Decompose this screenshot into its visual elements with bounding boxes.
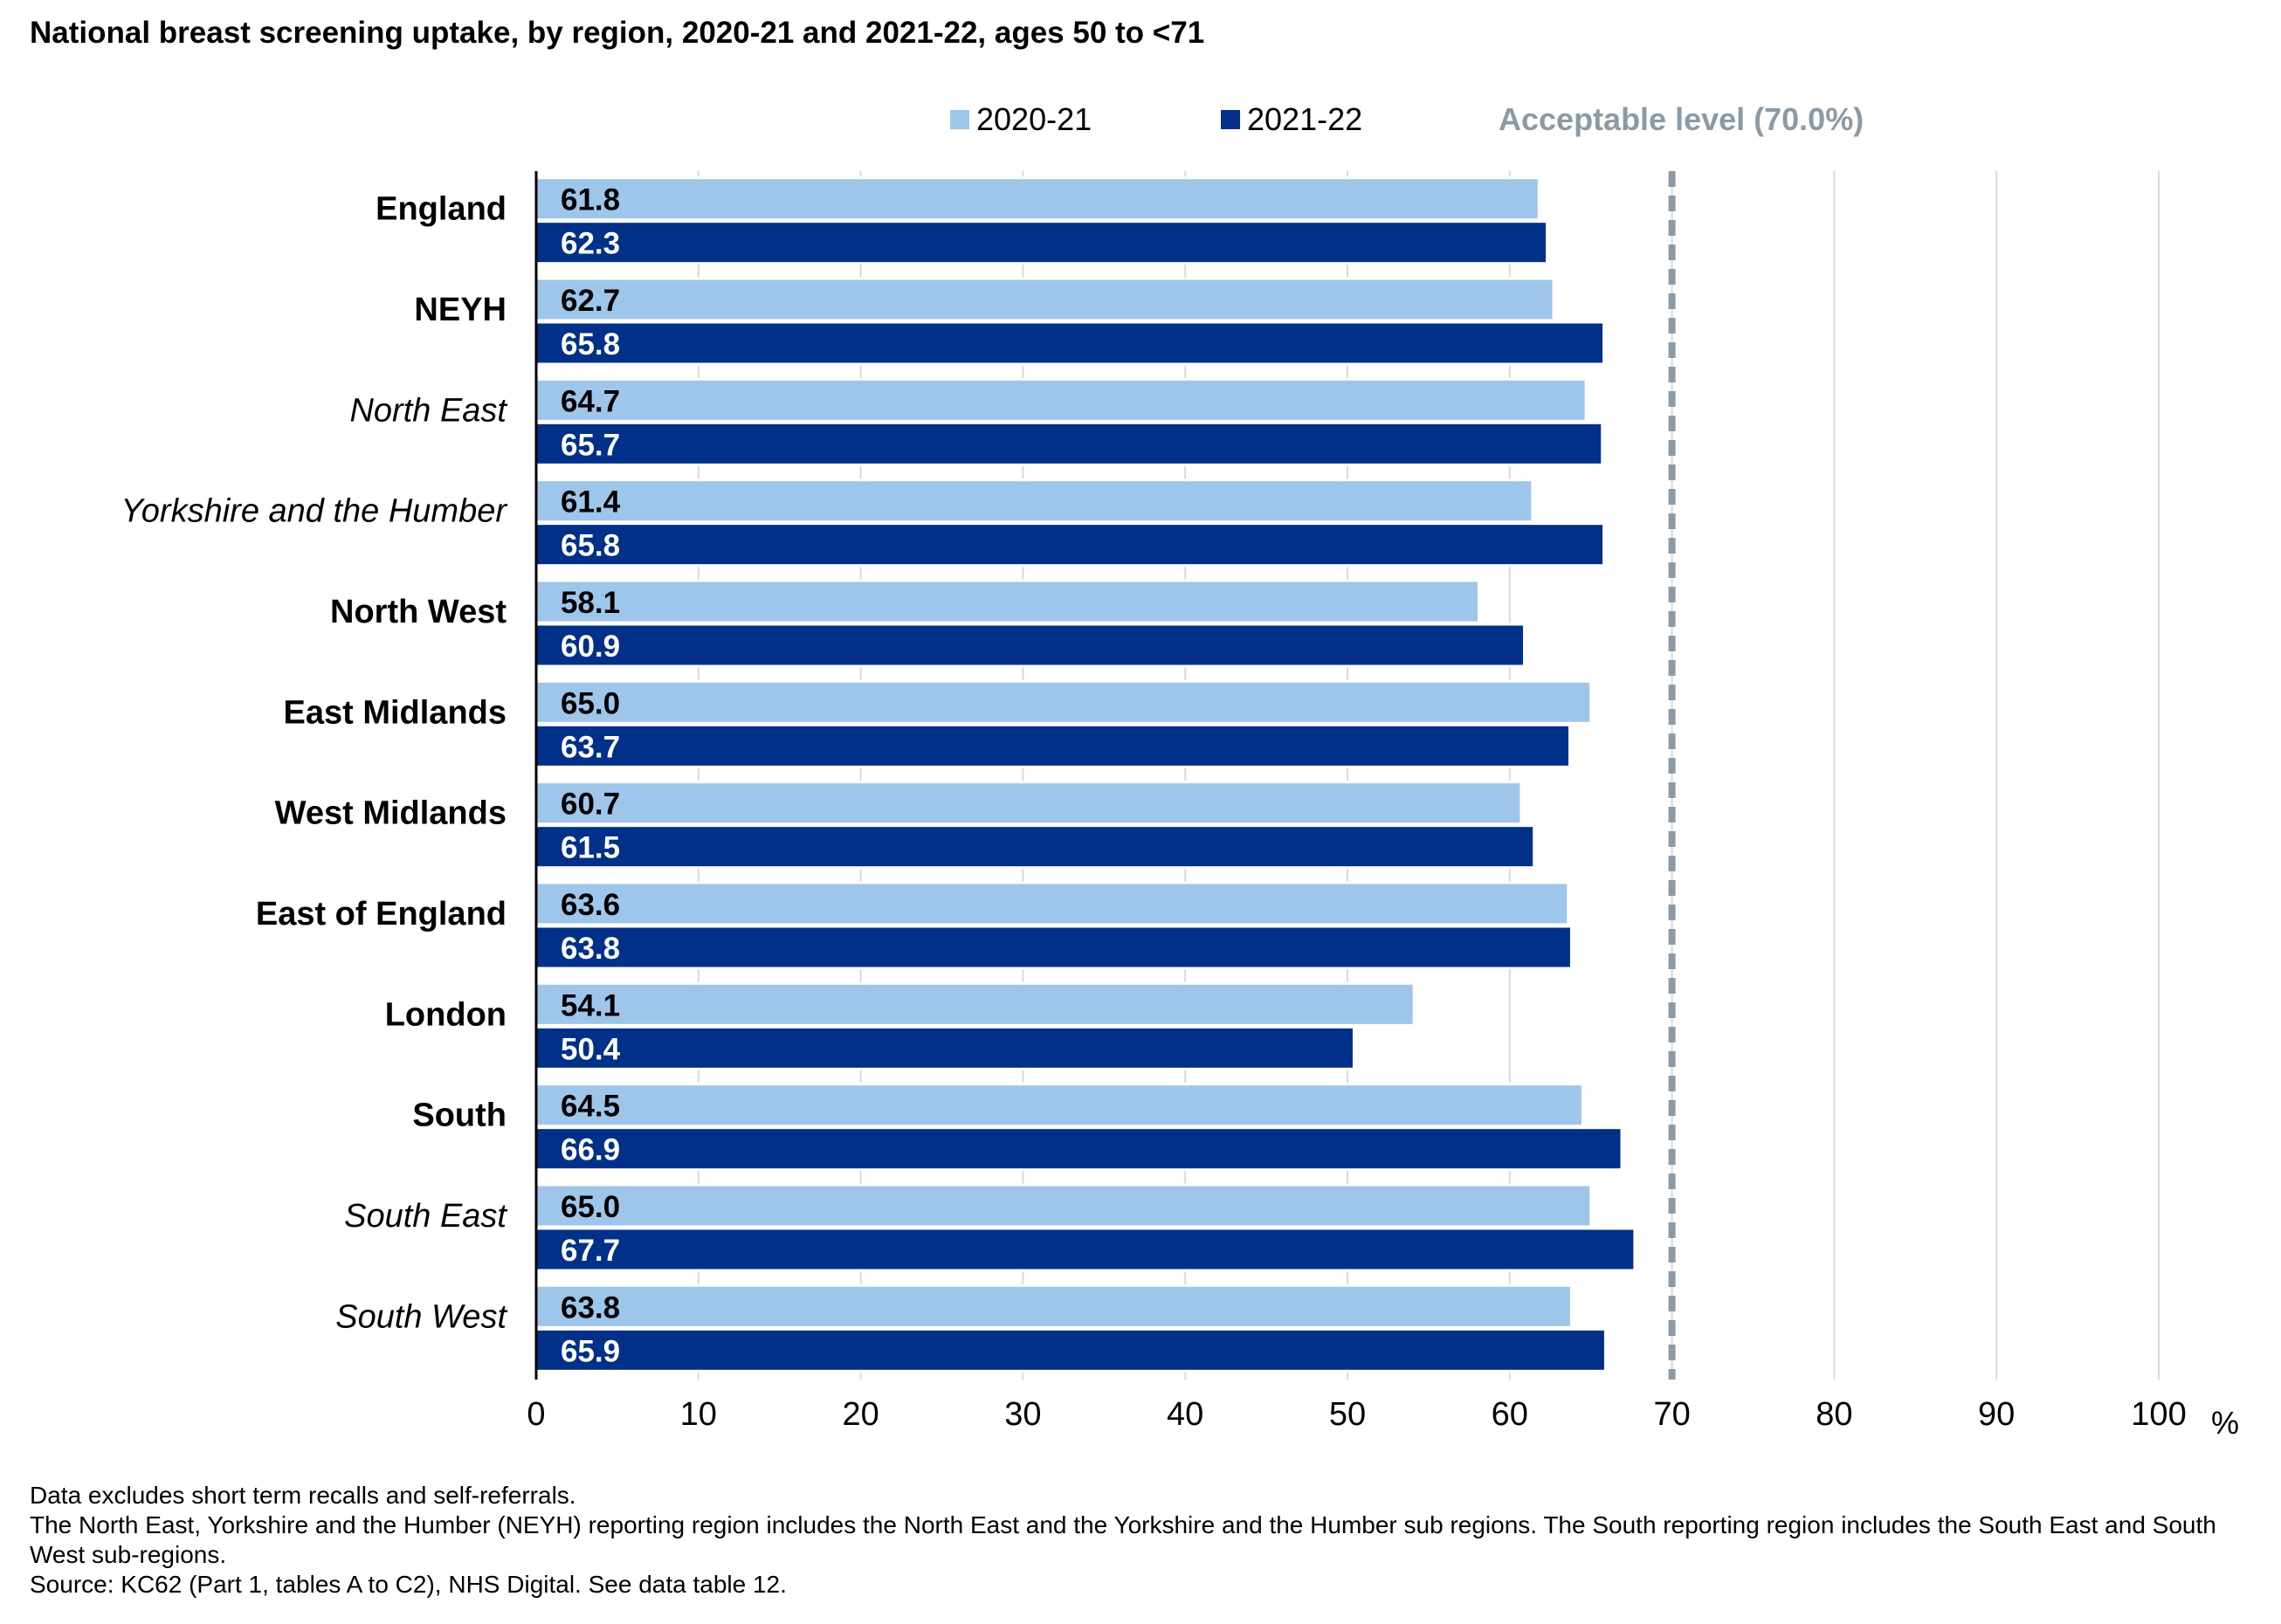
- bar-data-label: 61.5: [561, 831, 620, 865]
- legend-item-2020-21: 2020-21: [950, 101, 1092, 138]
- category-label: West Midlands: [275, 795, 507, 832]
- chart-title: National breast screening uptake, by reg…: [30, 16, 1205, 50]
- bar: [534, 320, 1606, 366]
- bar: [534, 377, 1588, 423]
- bar: [534, 1327, 1607, 1373]
- bar-data-label: 63.6: [561, 888, 620, 922]
- bar-data-label: 50.4: [561, 1032, 621, 1066]
- bar-data-label: 65.0: [561, 1190, 620, 1224]
- bar-data-label: 64.5: [561, 1090, 620, 1124]
- bar: [534, 478, 1534, 524]
- bar-data-label: 65.0: [561, 686, 620, 720]
- bar-data-label: 65.9: [561, 1334, 620, 1368]
- x-tick-label: 60: [1492, 1396, 1528, 1433]
- legend-label-2021-22: 2021-22: [1247, 101, 1363, 137]
- bar-data-label: 65.7: [561, 428, 620, 462]
- bar: [534, 623, 1526, 668]
- x-tick-label: 80: [1816, 1396, 1852, 1433]
- category-label: Yorkshire and the Humber: [121, 493, 508, 530]
- category-label: South East: [344, 1198, 507, 1235]
- legend-swatch-2021-22: [1221, 110, 1240, 129]
- category-label: England: [376, 191, 507, 228]
- bar: [534, 1283, 1573, 1329]
- bar-data-label: 61.8: [561, 183, 620, 217]
- bar: [534, 176, 1540, 222]
- bar: [534, 723, 1572, 768]
- category-label: North East: [349, 392, 507, 429]
- bar-data-label: 61.4: [561, 485, 621, 520]
- footnote-1: Data excludes short term recalls and sel…: [30, 1482, 576, 1509]
- x-tick-label: 70: [1653, 1396, 1690, 1433]
- bar-data-label: 62.7: [561, 284, 620, 318]
- bar-data-label: 54.1: [561, 988, 620, 1022]
- legend-label-acceptable-level: Acceptable level (70.0%): [1499, 101, 1864, 137]
- bar: [534, 824, 1536, 870]
- category-label: NEYH: [414, 292, 507, 328]
- bar: [534, 277, 1555, 322]
- bar-data-label: 60.7: [561, 788, 620, 822]
- bar: [534, 1025, 1355, 1070]
- bar-data-label: 60.9: [561, 630, 620, 664]
- category-label: South West: [335, 1298, 507, 1335]
- legend-item-2021-22: 2021-22: [1221, 101, 1362, 138]
- legend-label-2020-21: 2020-21: [976, 101, 1092, 137]
- bar-data-label: 58.1: [561, 586, 620, 620]
- x-tick-label: 20: [842, 1396, 879, 1433]
- bar: [534, 220, 1549, 265]
- category-label: East Midlands: [284, 694, 507, 731]
- bar: [534, 579, 1480, 624]
- bar-data-label: 64.7: [561, 384, 620, 418]
- bar: [534, 1227, 1637, 1272]
- x-tick-label: 90: [1978, 1396, 2015, 1433]
- legend-item-acceptable-level: Acceptable level (70.0%): [1499, 101, 1864, 138]
- bar: [534, 925, 1573, 970]
- bar-data-label: 62.3: [561, 227, 620, 261]
- footnotes: Data excludes short term recalls and sel…: [30, 1481, 2265, 1600]
- bar-data-label: 66.9: [561, 1133, 620, 1167]
- bar-data-label: 65.8: [561, 529, 620, 563]
- x-tick-label: 40: [1167, 1396, 1203, 1433]
- legend-swatch-2020-21: [950, 110, 969, 129]
- x-tick-label: 0: [527, 1396, 545, 1433]
- bar: [534, 1126, 1623, 1172]
- chart-legend: 2020-21 2021-22 Acceptable level (70.0%): [0, 101, 2281, 154]
- bar-data-label: 67.7: [561, 1234, 620, 1268]
- footnote-2: The North East, Yorkshire and the Humber…: [30, 1511, 2216, 1568]
- category-label: East of England: [256, 896, 507, 932]
- bar-data-label: 63.8: [561, 1290, 620, 1325]
- bar: [534, 421, 1604, 466]
- bar-chart: 61.8 62.3 England 62.7 65.8 NEYH 64.7 65.7 North…: [121, 171, 2239, 1441]
- bar: [534, 1183, 1593, 1228]
- bar: [534, 679, 1593, 725]
- bar: [534, 781, 1523, 826]
- x-tick-label: 100: [2131, 1396, 2186, 1433]
- x-tick-label: 30: [1004, 1396, 1041, 1433]
- x-axis-unit: %: [2211, 1405, 2239, 1441]
- bar: [534, 981, 1416, 1027]
- bar-data-label: 63.7: [561, 730, 620, 764]
- footnote-3: Source: KC62 (Part 1, tables A to C2), N…: [30, 1571, 787, 1598]
- x-tick-label: 50: [1329, 1396, 1366, 1433]
- category-label: North West: [330, 594, 507, 630]
- category-label: London: [385, 996, 507, 1033]
- x-tick-label: 10: [680, 1396, 717, 1433]
- bar-data-label: 65.8: [561, 327, 620, 361]
- bar-data-label: 63.8: [561, 932, 620, 966]
- category-label: South: [412, 1098, 507, 1134]
- bar: [534, 881, 1570, 926]
- bar: [534, 1083, 1584, 1128]
- bar: [534, 522, 1606, 568]
